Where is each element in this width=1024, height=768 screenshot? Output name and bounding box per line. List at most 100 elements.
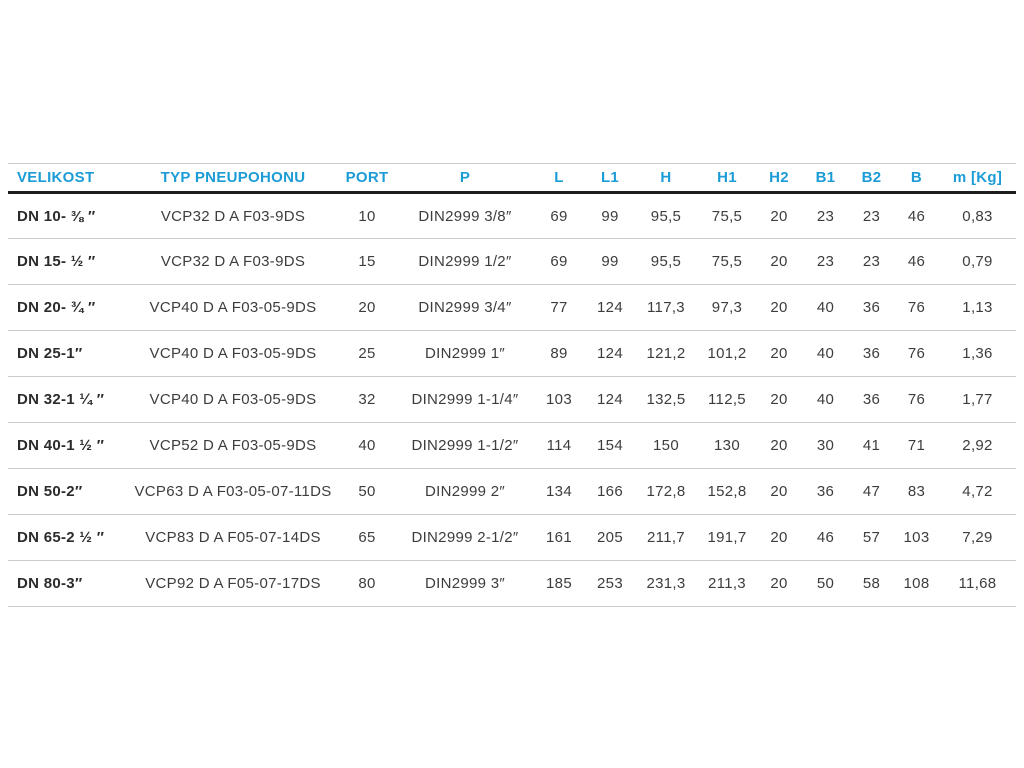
cell-l: 161	[546, 529, 572, 546]
cell-port: 20	[358, 299, 376, 316]
cell-typ: VCP40 D A F03-05-9DS	[149, 345, 317, 362]
column-header-l: L	[554, 169, 564, 186]
cell-b1: 36	[816, 483, 835, 500]
cell-h: 132,5	[646, 391, 686, 408]
cell-m: 4,72	[962, 483, 993, 500]
cell-h2: 20	[770, 483, 788, 500]
cell-h2: 20	[770, 345, 788, 362]
cell-h1: 130	[714, 437, 740, 454]
cell-l: 103	[546, 391, 572, 408]
cell-typ: VCP83 D A F05-07-14DS	[145, 529, 321, 546]
cell-h1: 75,5	[711, 207, 743, 225]
cell-l: 69	[550, 207, 568, 225]
column-header-b: B	[910, 169, 923, 186]
cell-b: 46	[907, 207, 926, 225]
table-header-row: VELIKOST TYP PNEUPOHONU PORT P L L1 H H1 H2 B1 B2 B…	[8, 163, 1016, 193]
column-header-typ: TYP PNEUPOHONU	[160, 169, 306, 186]
cell-m: 1,36	[962, 345, 993, 362]
cell-h1: 112,5	[708, 391, 746, 408]
cell-typ: VCP32 D A F03-9DS	[160, 253, 306, 270]
cell-m: 7,29	[962, 529, 993, 546]
cell-h: 172,8	[646, 483, 686, 500]
cell-port: 15	[358, 253, 376, 270]
cell-p: DIN2999 2″	[424, 483, 506, 500]
column-header-velikost: VELIKOST	[17, 169, 95, 186]
cell-l1: 205	[597, 529, 623, 546]
cell-b: 108	[903, 575, 930, 592]
cell-m: 0,79	[962, 253, 993, 270]
cell-l1: 124	[597, 345, 623, 362]
cell-p: DIN2999 3″	[424, 575, 506, 592]
cell-b: 103	[903, 529, 930, 546]
cell-b1: 23	[816, 253, 835, 270]
cell-velikost: DN 80-3″	[17, 575, 83, 592]
cell-b2: 36	[862, 391, 881, 408]
cell-velikost: DN 25-1″	[17, 345, 83, 362]
cell-velikost: DN 50-2″	[17, 483, 83, 500]
cell-velikost: DN 40-1 ½ ″	[17, 437, 105, 454]
cell-l: 134	[546, 483, 572, 500]
column-header-port: PORT	[345, 169, 389, 186]
cell-velikost: DN 32-1 ¼ ″	[17, 391, 105, 408]
cell-b: 83	[907, 483, 926, 500]
cell-l1: 253	[597, 575, 623, 592]
cell-l1: 124	[597, 299, 623, 316]
cell-port: 80	[358, 575, 376, 592]
cell-l1: 99	[601, 253, 619, 270]
cell-velikost: DN 20- ¾ ″	[17, 299, 96, 316]
cell-m: 11,68	[958, 575, 997, 592]
cell-b2: 58	[862, 575, 881, 592]
cell-b1: 23	[816, 207, 835, 225]
cell-m: 0,83	[962, 207, 993, 225]
cell-b2: 23	[862, 207, 881, 225]
cell-l1: 99	[601, 207, 619, 225]
cell-h1: 101,2	[707, 345, 747, 362]
table-row: DN 80-3″ VCP92 D A F05-07-17DS 80 DIN2999 3…	[8, 561, 1016, 607]
column-header-h2: H2	[769, 169, 789, 186]
cell-h2: 20	[770, 299, 788, 316]
cell-p: DIN2999 1-1/2″	[411, 437, 519, 454]
cell-typ: VCP40 D A F03-05-9DS	[149, 299, 317, 316]
cell-h2: 20	[770, 437, 788, 454]
cell-h1: 191,7	[707, 529, 747, 546]
cell-b2: 57	[862, 529, 881, 546]
cell-h1: 97,3	[711, 299, 743, 316]
table-row: DN 20- ¾ ″ VCP40 D A F03-05-9DS 20 DIN2999 …	[8, 285, 1016, 331]
cell-port: 40	[358, 437, 376, 454]
column-header-p: P	[459, 169, 471, 186]
table-row: DN 65-2 ½ ″ VCP83 D A F05-07-14DS 65 DIN299…	[8, 515, 1016, 561]
cell-l: 114	[546, 437, 572, 454]
cell-l1: 154	[597, 437, 623, 454]
table-row: DN 32-1 ¼ ″ VCP40 D A F03-05-9DS 32 DIN2999…	[8, 377, 1016, 423]
cell-h2: 20	[770, 391, 788, 408]
cell-h: 95,5	[650, 207, 682, 225]
cell-h: 211,7	[647, 529, 685, 546]
cell-h2: 20	[770, 575, 788, 592]
cell-velikost: DN 65-2 ½ ″	[17, 529, 105, 546]
cell-h: 95,5	[650, 253, 682, 270]
cell-p: DIN2999 3/8″	[418, 207, 512, 225]
cell-b1: 46	[816, 529, 835, 546]
cell-p: DIN2999 3/4″	[418, 299, 512, 316]
cell-h: 150	[653, 437, 679, 454]
cell-l1: 124	[597, 391, 623, 408]
cell-l1: 166	[597, 483, 623, 500]
cell-b1: 50	[816, 575, 835, 592]
column-header-l1: L1	[600, 169, 620, 186]
cell-b2: 23	[862, 253, 881, 270]
column-header-m: m [Kg]	[952, 169, 1003, 186]
cell-h1: 152,8	[707, 483, 747, 500]
cell-l: 69	[550, 253, 568, 270]
cell-m: 1,77	[962, 391, 993, 408]
cell-velikost: DN 10- ⅜ ″	[17, 207, 96, 225]
cell-h1: 75,5	[711, 253, 743, 270]
cell-l: 89	[550, 345, 568, 362]
cell-b2: 36	[862, 299, 881, 316]
cell-b1: 30	[816, 437, 835, 454]
cell-p: DIN2999 1-1/4″	[411, 391, 519, 408]
table-row: DN 25-1″ VCP40 D A F03-05-9DS 25 DIN2999 1″…	[8, 331, 1016, 377]
column-header-b2: B2	[861, 169, 882, 186]
cell-typ: VCP92 D A F05-07-17DS	[145, 575, 321, 592]
cell-p: DIN2999 1″	[424, 345, 506, 362]
cell-b: 76	[907, 345, 926, 362]
